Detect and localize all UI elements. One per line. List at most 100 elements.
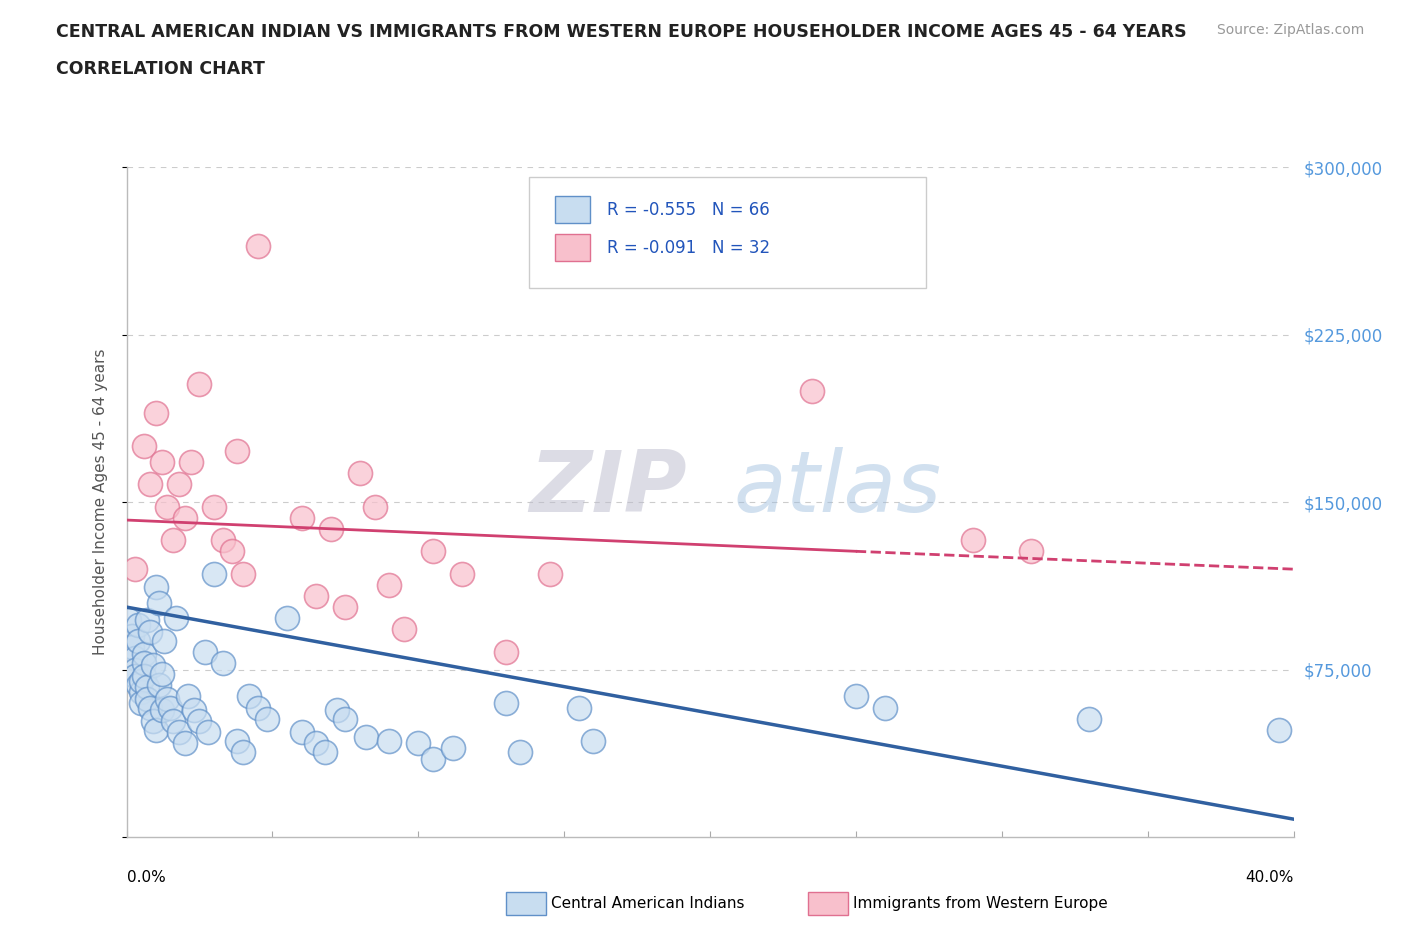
Point (392, 622, 415, 637)
Point (238, 689, 260, 704)
Point (145, 579, 167, 594)
Point (121, 629, 143, 644)
Point (441, 740, 464, 755)
Point (124, 662, 146, 677)
Point (211, 656, 233, 671)
Point (132, 646, 155, 661)
Point (335, 600, 357, 615)
Text: CENTRAL AMERICAN INDIAN VS IMMIGRANTS FROM WESTERN EUROPE HOUSEHOLDER INCOME AGE: CENTRAL AMERICAN INDIAN VS IMMIGRANTS FR… (56, 23, 1187, 41)
Point (124, 669, 146, 684)
Point (194, 644, 217, 659)
Point (246, 238, 269, 253)
Point (290, 511, 312, 525)
Point (153, 633, 176, 648)
Point (1019, 544, 1042, 559)
Point (232, 566, 254, 581)
Text: R = -0.091   N = 32: R = -0.091 N = 32 (607, 239, 770, 257)
Point (174, 736, 197, 751)
Point (305, 589, 328, 604)
Point (538, 566, 561, 581)
Point (180, 455, 202, 470)
Point (408, 736, 430, 751)
Point (136, 613, 159, 628)
FancyBboxPatch shape (529, 178, 927, 288)
Point (132, 669, 155, 684)
Point (1268, 723, 1291, 737)
Point (142, 658, 165, 672)
Point (142, 713, 165, 728)
Point (290, 724, 312, 739)
Point (183, 702, 205, 717)
Point (136, 680, 159, 695)
Point (962, 533, 984, 548)
Point (177, 689, 200, 704)
Point (124, 651, 146, 666)
Point (582, 734, 605, 749)
Point (162, 533, 184, 548)
Text: ZIP: ZIP (529, 447, 686, 530)
Point (121, 640, 143, 655)
Point (129, 684, 152, 699)
Point (132, 439, 155, 454)
Text: R = -0.555   N = 66: R = -0.555 N = 66 (607, 201, 770, 219)
Point (325, 702, 347, 717)
Point (148, 678, 170, 693)
Text: 0.0%: 0.0% (127, 870, 166, 884)
Point (174, 511, 197, 525)
Point (156, 499, 179, 514)
Point (167, 724, 190, 739)
Point (226, 734, 249, 749)
Point (801, 383, 824, 398)
Point (1078, 711, 1101, 726)
Point (349, 466, 371, 481)
Text: Source: ZipAtlas.com: Source: ZipAtlas.com (1216, 23, 1364, 37)
Point (139, 624, 162, 639)
Point (148, 595, 170, 610)
Point (276, 611, 298, 626)
Point (129, 673, 152, 688)
Point (127, 633, 149, 648)
Point (378, 578, 401, 592)
Point (150, 702, 173, 717)
Text: Immigrants from Western Europe: Immigrants from Western Europe (853, 896, 1108, 910)
Point (127, 678, 149, 693)
FancyBboxPatch shape (555, 234, 591, 261)
Point (363, 499, 385, 514)
Text: 40.0%: 40.0% (1246, 870, 1294, 884)
Point (256, 711, 278, 726)
Point (354, 729, 377, 744)
Text: CORRELATION CHART: CORRELATION CHART (56, 60, 266, 78)
Point (124, 562, 146, 577)
Point (335, 711, 357, 726)
Point (232, 745, 254, 760)
Point (495, 696, 517, 711)
Point (202, 566, 225, 581)
Point (305, 736, 328, 751)
Point (314, 745, 336, 760)
Point (202, 499, 225, 514)
Point (145, 723, 167, 737)
Point (451, 566, 474, 581)
Point (226, 444, 249, 458)
Point (568, 700, 591, 715)
Text: atlas: atlas (734, 447, 942, 530)
Point (159, 700, 181, 715)
Point (495, 644, 517, 659)
Point (139, 477, 162, 492)
Point (378, 734, 401, 749)
Point (136, 691, 159, 706)
Point (129, 696, 152, 711)
Point (156, 691, 179, 706)
Point (150, 455, 173, 470)
Point (162, 713, 184, 728)
Point (188, 713, 211, 728)
FancyBboxPatch shape (555, 196, 591, 223)
Point (167, 477, 190, 492)
Point (197, 724, 219, 739)
Point (875, 700, 897, 715)
Text: Central American Indians: Central American Indians (551, 896, 745, 910)
Point (139, 700, 162, 715)
Point (319, 522, 342, 537)
Point (422, 751, 444, 766)
Point (150, 667, 173, 682)
